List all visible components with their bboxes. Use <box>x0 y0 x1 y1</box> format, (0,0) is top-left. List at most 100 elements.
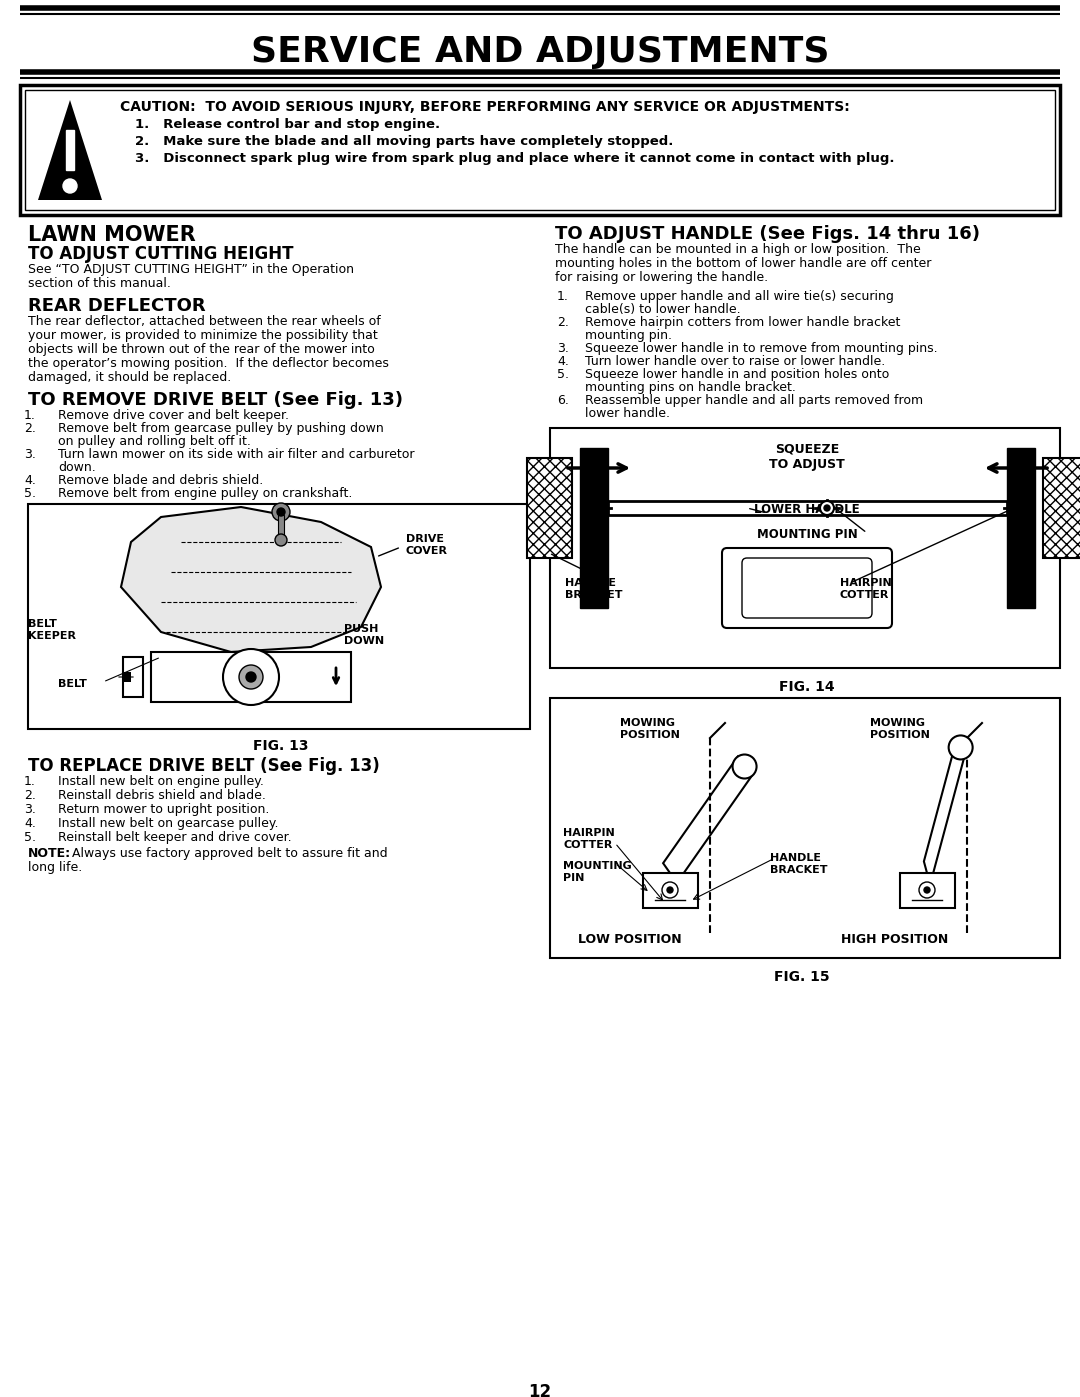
Text: long life.: long life. <box>28 861 82 875</box>
Text: 4.: 4. <box>24 474 36 488</box>
Circle shape <box>824 504 831 511</box>
Text: REAR DEFLECTOR: REAR DEFLECTOR <box>28 298 205 314</box>
Text: Remove belt from engine pulley on crankshaft.: Remove belt from engine pulley on cranks… <box>58 488 352 500</box>
Text: 1.   Release control bar and stop engine.: 1. Release control bar and stop engine. <box>135 117 441 131</box>
Bar <box>28 504 530 729</box>
Text: Reassemble upper handle and all parts removed from: Reassemble upper handle and all parts re… <box>585 394 923 407</box>
Text: down.: down. <box>58 461 96 474</box>
Text: 2.   Make sure the blade and all moving parts have completely stopped.: 2. Make sure the blade and all moving pa… <box>135 136 673 148</box>
Text: MOWING
POSITION: MOWING POSITION <box>870 718 930 739</box>
Text: SERVICE AND ADJUSTMENTS: SERVICE AND ADJUSTMENTS <box>251 35 829 68</box>
Bar <box>550 427 1059 668</box>
Text: Always use factory approved belt to assure fit and: Always use factory approved belt to assu… <box>68 847 388 861</box>
Circle shape <box>63 179 77 193</box>
Text: Install new belt on gearcase pulley.: Install new belt on gearcase pulley. <box>58 817 279 830</box>
Text: TO REPLACE DRIVE BELT (See Fig. 13): TO REPLACE DRIVE BELT (See Fig. 13) <box>28 757 380 775</box>
Text: mounting pin.: mounting pin. <box>585 330 672 342</box>
Text: Install new belt on engine pulley.: Install new belt on engine pulley. <box>58 775 264 788</box>
Bar <box>527 458 572 557</box>
Text: LOW POSITION: LOW POSITION <box>578 933 681 946</box>
Text: See “TO ADJUST CUTTING HEIGHT” in the Operation: See “TO ADJUST CUTTING HEIGHT” in the Op… <box>28 263 354 277</box>
Circle shape <box>662 882 678 898</box>
Text: the operator’s mowing position.  If the deflector becomes: the operator’s mowing position. If the d… <box>28 358 389 370</box>
Bar <box>21 85 1059 215</box>
Circle shape <box>275 534 287 546</box>
Circle shape <box>919 882 935 898</box>
Text: 6.: 6. <box>557 394 569 407</box>
Circle shape <box>948 735 973 760</box>
Text: your mower, is provided to minimize the possibility that: your mower, is provided to minimize the … <box>28 330 378 342</box>
Text: HAIRPIN
COTTER: HAIRPIN COTTER <box>563 828 615 849</box>
Text: 3.: 3. <box>24 803 36 816</box>
Text: Remove blade and debris shield.: Remove blade and debris shield. <box>58 474 264 488</box>
Text: Reinstall debris shield and blade.: Reinstall debris shield and blade. <box>58 789 266 802</box>
Text: SQUEEZE
TO ADJUST: SQUEEZE TO ADJUST <box>769 443 845 471</box>
Text: mounting holes in the bottom of lower handle are off center: mounting holes in the bottom of lower ha… <box>555 257 931 270</box>
Text: HANDLE
BRACKET: HANDLE BRACKET <box>565 578 622 599</box>
Text: FIG. 14: FIG. 14 <box>779 680 835 694</box>
Circle shape <box>667 887 673 893</box>
Circle shape <box>246 672 256 682</box>
Text: 3.: 3. <box>557 342 569 355</box>
Circle shape <box>239 665 264 689</box>
Text: Remove belt from gearcase pulley by pushing down: Remove belt from gearcase pulley by push… <box>58 422 383 434</box>
Text: NOTE:: NOTE: <box>28 847 71 861</box>
Text: MOUNTING
PIN: MOUNTING PIN <box>563 861 632 883</box>
Circle shape <box>820 502 834 515</box>
Text: 12: 12 <box>528 1383 552 1397</box>
Text: MOWING
POSITION: MOWING POSITION <box>620 718 680 739</box>
Bar <box>123 672 131 682</box>
Circle shape <box>276 509 285 515</box>
Text: LAWN MOWER: LAWN MOWER <box>28 225 195 244</box>
Text: 4.: 4. <box>557 355 569 367</box>
Text: Turn lawn mower on its side with air filter and carburetor: Turn lawn mower on its side with air fil… <box>58 448 415 461</box>
Text: TO ADJUST CUTTING HEIGHT: TO ADJUST CUTTING HEIGHT <box>28 244 294 263</box>
Text: cable(s) to lower handle.: cable(s) to lower handle. <box>585 303 741 316</box>
Text: objects will be thrown out of the rear of the mower into: objects will be thrown out of the rear o… <box>28 344 375 356</box>
Text: Remove drive cover and belt keeper.: Remove drive cover and belt keeper. <box>58 409 289 422</box>
Circle shape <box>924 887 930 893</box>
FancyBboxPatch shape <box>742 557 872 617</box>
Text: section of this manual.: section of this manual. <box>28 277 171 291</box>
Text: damaged, it should be replaced.: damaged, it should be replaced. <box>28 372 231 384</box>
Text: Squeeze lower handle in to remove from mounting pins.: Squeeze lower handle in to remove from m… <box>585 342 937 355</box>
Text: The rear deflector, attached between the rear wheels of: The rear deflector, attached between the… <box>28 314 381 328</box>
Text: 1.: 1. <box>557 291 569 303</box>
Polygon shape <box>663 757 752 883</box>
Text: DRIVE
COVER: DRIVE COVER <box>406 534 448 556</box>
Text: Remove upper handle and all wire tie(s) securing: Remove upper handle and all wire tie(s) … <box>585 291 894 303</box>
Bar <box>1043 458 1080 557</box>
Text: FIG. 15: FIG. 15 <box>774 970 829 983</box>
Text: BELT: BELT <box>58 679 86 689</box>
Text: HIGH POSITION: HIGH POSITION <box>841 933 948 946</box>
Text: 2.: 2. <box>557 316 569 330</box>
Bar <box>1007 448 1035 608</box>
Bar <box>643 873 698 908</box>
Text: 1.: 1. <box>24 409 36 422</box>
FancyBboxPatch shape <box>723 548 892 629</box>
Bar <box>66 130 75 170</box>
Text: BELT
KEEPER: BELT KEEPER <box>28 619 76 641</box>
Bar <box>278 515 284 536</box>
Text: PUSH
DOWN: PUSH DOWN <box>345 624 384 645</box>
Text: FIG. 13: FIG. 13 <box>253 739 309 753</box>
Text: HANDLE
BRACKET: HANDLE BRACKET <box>770 854 827 875</box>
Text: MOUNTING PIN: MOUNTING PIN <box>757 528 858 541</box>
Text: for raising or lowering the handle.: for raising or lowering the handle. <box>555 271 768 284</box>
Text: Reinstall belt keeper and drive cover.: Reinstall belt keeper and drive cover. <box>58 831 292 844</box>
Text: TO REMOVE DRIVE BELT (See Fig. 13): TO REMOVE DRIVE BELT (See Fig. 13) <box>28 391 403 409</box>
Text: 2.: 2. <box>24 789 36 802</box>
Circle shape <box>272 503 291 521</box>
Text: The handle can be mounted in a high or low position.  The: The handle can be mounted in a high or l… <box>555 243 921 256</box>
Text: Return mower to upright position.: Return mower to upright position. <box>58 803 269 816</box>
Text: 5.: 5. <box>557 367 569 381</box>
Bar <box>151 652 351 703</box>
Text: 3.: 3. <box>24 448 36 461</box>
Text: 5.: 5. <box>24 831 36 844</box>
Bar <box>123 657 143 697</box>
Text: lower handle.: lower handle. <box>585 407 670 420</box>
Text: on pulley and rolling belt off it.: on pulley and rolling belt off it. <box>58 434 251 448</box>
Text: Remove hairpin cotters from lower handle bracket: Remove hairpin cotters from lower handle… <box>585 316 901 330</box>
Bar <box>25 89 1055 210</box>
Text: HAIRPIN
COTTER: HAIRPIN COTTER <box>840 578 892 599</box>
